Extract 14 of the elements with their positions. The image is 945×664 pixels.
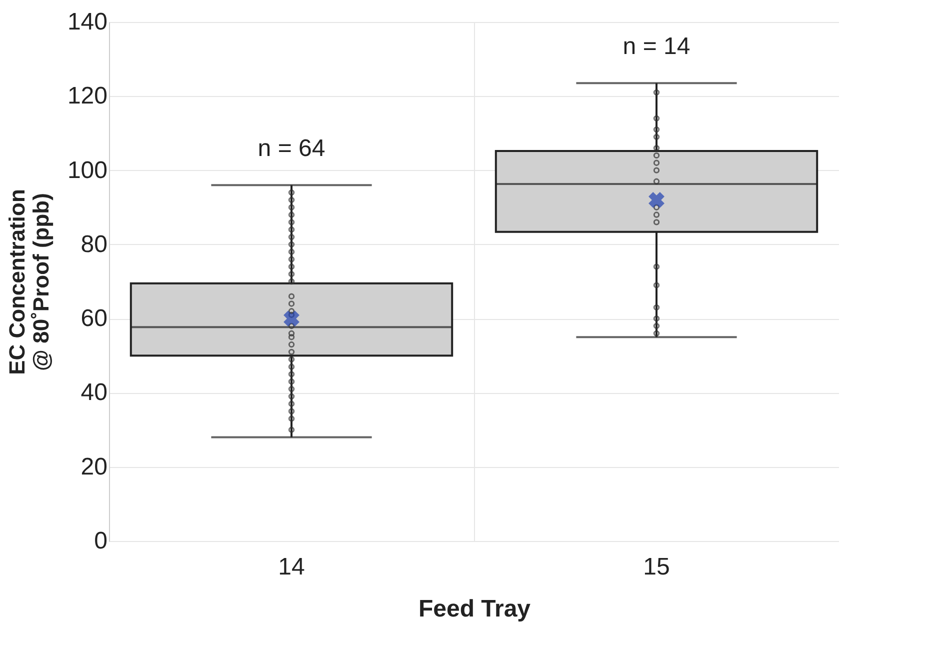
x-axis-title: Feed Tray xyxy=(418,596,532,622)
x-tick-label: 14 xyxy=(278,554,305,580)
y-tick-label: 20 xyxy=(80,453,108,480)
y-tick-label: 100 xyxy=(67,156,108,184)
annotation: n = 14 xyxy=(622,33,690,60)
y-tick-label: 140 xyxy=(67,8,108,36)
x-tick-label: 15 xyxy=(643,554,670,580)
y-tick-label: 80 xyxy=(80,230,108,258)
y-tick-label: 120 xyxy=(67,82,108,110)
y-tick-label: 40 xyxy=(80,379,108,406)
y-axis-title: EC Concentration @ 80˚Proof (ppb) xyxy=(4,189,54,375)
y-tick-label: 0 xyxy=(94,528,108,554)
annotation: n = 64 xyxy=(258,135,326,162)
y-tick-label: 60 xyxy=(80,305,108,332)
